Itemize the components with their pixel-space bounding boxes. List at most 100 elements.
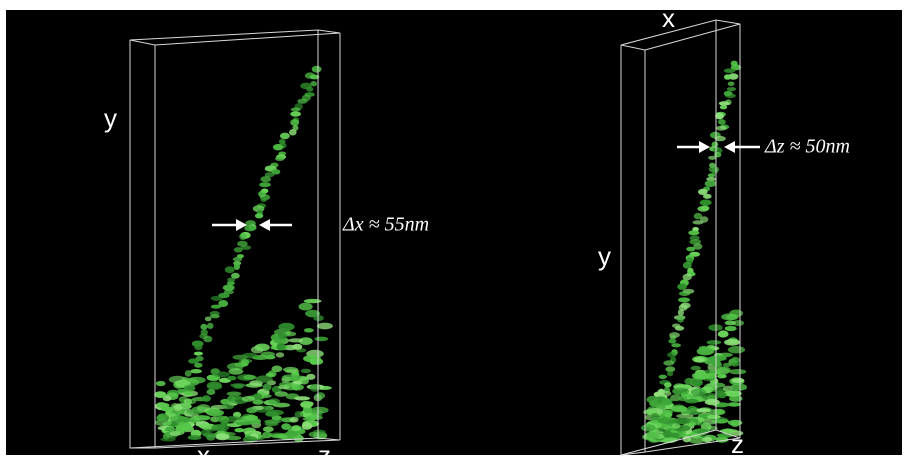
blob (244, 225, 255, 231)
blob (207, 384, 222, 390)
blob (229, 368, 244, 375)
blob (239, 233, 246, 240)
blob (279, 382, 295, 387)
blob (263, 383, 272, 391)
blob (310, 384, 321, 392)
blob (213, 371, 230, 377)
blob (716, 126, 727, 131)
axis-label: x (662, 3, 675, 33)
blob (315, 337, 329, 342)
blob (686, 247, 695, 252)
blob (194, 352, 203, 356)
blob (641, 424, 656, 431)
blob (282, 374, 297, 380)
blob (173, 404, 183, 411)
blob (672, 388, 689, 395)
blob (705, 180, 717, 187)
blob (260, 176, 271, 182)
blob (233, 384, 243, 389)
blob (662, 398, 672, 405)
blob (717, 374, 727, 379)
blob (255, 344, 270, 352)
blob (294, 396, 310, 400)
blob (671, 406, 687, 411)
axis-label: x (197, 440, 210, 463)
blob (697, 206, 709, 212)
blob (724, 339, 740, 346)
blob (241, 359, 249, 366)
annotation: Δz ≈ 50nm (764, 136, 850, 158)
axis-label: y (598, 241, 611, 271)
axis-label: z (731, 429, 744, 459)
blob (304, 328, 314, 332)
blob (703, 194, 712, 199)
blob (678, 309, 684, 316)
blob (242, 396, 256, 402)
blob (291, 425, 301, 431)
blob (260, 197, 267, 202)
blob (317, 323, 333, 330)
blob (262, 432, 272, 439)
blob (659, 391, 671, 397)
blob (185, 370, 192, 377)
blob (268, 398, 280, 404)
figure: y x z Δx ≈ 55nm x y z Δz ≈ 50nm (0, 0, 908, 463)
blob (265, 422, 279, 427)
blob (197, 404, 210, 412)
blob (275, 391, 288, 397)
blob (691, 366, 701, 371)
blob (647, 432, 660, 439)
blob (725, 321, 736, 326)
blob (161, 407, 175, 412)
blob (670, 335, 677, 339)
blob (676, 414, 694, 419)
blob (200, 324, 207, 330)
blob (169, 376, 186, 383)
blob (205, 317, 212, 322)
blob (720, 105, 727, 109)
annotation: Δx ≈ 55nm (342, 214, 429, 236)
blob (285, 369, 299, 373)
blob (707, 415, 721, 420)
blob (732, 378, 744, 383)
blob (245, 415, 259, 421)
blob (255, 213, 263, 218)
blob (731, 357, 740, 364)
blob (306, 87, 313, 92)
blob (683, 262, 692, 269)
blob (276, 352, 284, 357)
blob (297, 99, 307, 104)
background (6, 10, 902, 455)
blob (708, 156, 716, 160)
blob (700, 200, 712, 206)
blob (278, 323, 294, 331)
blob (678, 396, 687, 401)
blob (220, 399, 230, 405)
blob (285, 431, 299, 437)
blob (234, 263, 240, 270)
blob (721, 313, 737, 320)
blob (658, 417, 675, 424)
blob (692, 372, 710, 380)
blob (677, 317, 684, 323)
blob (225, 266, 235, 273)
blob (316, 392, 326, 399)
blob (160, 437, 175, 441)
blob (309, 432, 319, 437)
blob (293, 344, 303, 350)
blob (253, 400, 264, 405)
blob (725, 93, 736, 98)
blob (280, 133, 290, 140)
blob (156, 381, 166, 386)
blob (707, 340, 722, 345)
blob (290, 119, 299, 126)
blob (668, 339, 676, 344)
axis-label: z (318, 440, 331, 463)
blob (278, 333, 288, 339)
blob (211, 424, 229, 431)
blob (719, 101, 730, 105)
blob (184, 398, 192, 405)
blob (646, 396, 657, 403)
page: {"panels": [ {"axis_labels": {"y": "y", … (0, 0, 908, 463)
blob (207, 389, 216, 395)
